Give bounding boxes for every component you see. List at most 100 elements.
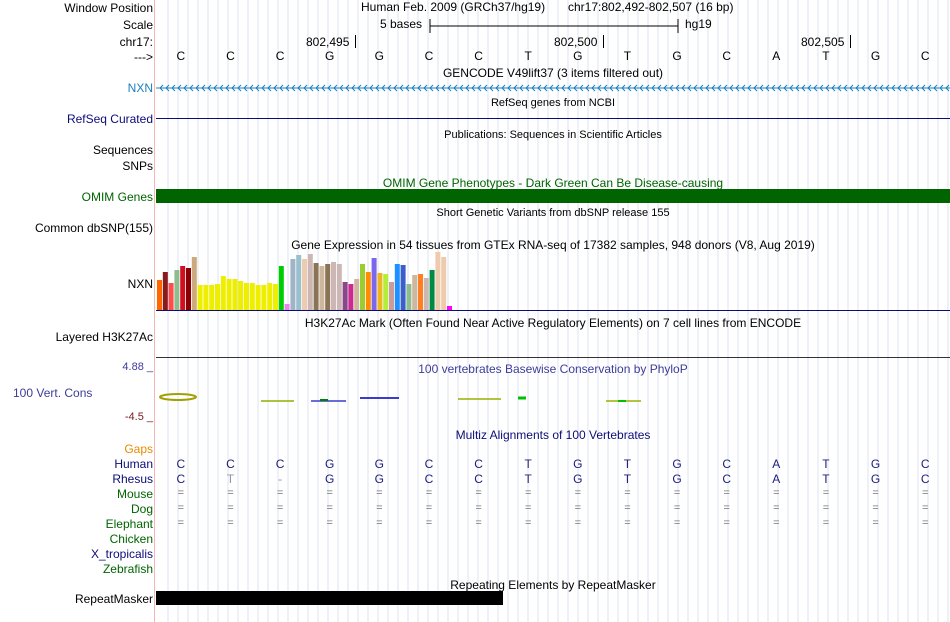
h3k27ac-track-title[interactable]: H3K27Ac Mark (Often Found Near Active Re…	[304, 316, 802, 330]
refseq-gene-line[interactable]	[156, 118, 950, 119]
strand-chevron	[333, 84, 338, 92]
strand-chevron	[357, 84, 362, 92]
gtex-tissue-bar	[191, 257, 197, 310]
dbsnp-track-title[interactable]: Short Genetic Variants from dbSNP releas…	[436, 207, 670, 219]
species-label[interactable]: Human	[114, 457, 153, 471]
strand-chevron	[177, 84, 182, 92]
gtex-tissue-bar	[157, 280, 162, 310]
strand-chevron	[303, 84, 308, 92]
strand-chevron	[363, 84, 368, 92]
strand-chevron	[423, 84, 428, 92]
omim-track-title[interactable]: OMIM Gene Phenotypes - Dark Green Can Be…	[382, 176, 724, 190]
publications-track-title[interactable]: Publications: Sequences in Scientific Ar…	[444, 129, 662, 141]
gtex-tissue-bar	[174, 270, 180, 310]
strand-chevron	[591, 84, 596, 92]
strand-chevron	[867, 84, 872, 92]
gtex-track-title[interactable]: Gene Expression in 54 tissues from GTEx …	[291, 238, 815, 252]
species-label[interactable]: Mouse	[116, 487, 153, 501]
repeatmasker-track-title[interactable]: Repeating Elements by RepeatMasker	[450, 578, 656, 592]
alignment-base: =	[624, 487, 631, 499]
strand-chevron	[819, 84, 824, 92]
gtex-tissue-bar	[441, 257, 447, 310]
alignment-base: G	[573, 472, 583, 486]
h3k27ac-track-label[interactable]: Layered H3K27Ac	[55, 330, 153, 344]
alignment-base: C	[722, 472, 732, 486]
gtex-tissue-bar	[162, 272, 168, 310]
position-text[interactable]: chr17:802,492-802,507 (16 bp)	[568, 0, 734, 14]
alignment-base: =	[425, 487, 433, 499]
strand-chevron	[939, 84, 944, 92]
alignment-base: =	[773, 502, 780, 514]
alignment-base: C	[275, 457, 285, 471]
strand-chevron	[765, 84, 770, 92]
multiz-track-title[interactable]: Multiz Alignments of 100 Vertebrates	[455, 428, 651, 442]
tick-label: 802,495	[306, 35, 350, 49]
gencode-track-label[interactable]: NXN	[127, 81, 153, 95]
label-column-divider	[154, 0, 155, 622]
gtex-expression-bars[interactable]	[156, 252, 950, 312]
strand-chevron	[795, 84, 800, 92]
strand-chevron	[675, 84, 680, 92]
tick-mark	[850, 35, 851, 48]
phylop-max-label: 4.88 _	[122, 361, 153, 373]
alignment-base: C	[226, 457, 235, 471]
repeatmasker-track-label[interactable]: RepeatMasker	[74, 592, 153, 606]
refseq-track-title[interactable]: RefSeq genes from NCBI	[490, 97, 616, 109]
strand-chevron	[843, 84, 848, 92]
phylop-conservation-graph[interactable]	[156, 388, 950, 408]
alignment-base: =	[822, 517, 830, 529]
strand-chevron	[897, 84, 902, 92]
species-label[interactable]: Zebrafish	[102, 562, 153, 576]
phylop-track-title[interactable]: 100 vertebrates Basewise Conservation by…	[418, 362, 688, 376]
alignment-base: T	[822, 457, 830, 471]
refseq-track-label[interactable]: RefSeq Curated	[66, 112, 153, 126]
strand-chevron	[927, 84, 932, 92]
gtex-tissue-bar	[336, 264, 342, 310]
alignment-base: C	[920, 457, 930, 471]
gencode-track-title[interactable]: GENCODE V49lift37 (3 items filtered out)	[442, 66, 664, 80]
assembly-text[interactable]: Human Feb. 2009 (GRCh37/hg19)	[361, 0, 546, 14]
strand-chevron	[555, 84, 560, 92]
gtex-tissue-bar	[348, 284, 354, 310]
alignment-base: =	[773, 487, 780, 499]
strand-chevron	[543, 84, 548, 92]
alignment-base: =	[524, 502, 532, 514]
base-letter: C	[722, 49, 732, 63]
snps-track-label[interactable]: SNPs	[122, 159, 153, 173]
alignment-base: =	[376, 517, 383, 529]
alignment-base: C	[474, 457, 483, 471]
base-letter: C	[275, 49, 285, 63]
gtex-tissue-bar	[389, 282, 394, 310]
omim-phenotype-feature[interactable]	[156, 189, 950, 203]
strand-chevron	[579, 84, 584, 92]
species-label[interactable]: Dog	[130, 502, 153, 516]
species-label[interactable]: X_tropicalis	[90, 547, 153, 561]
omim-track-label[interactable]: OMIM Genes	[81, 190, 153, 204]
nxn-gene-feature[interactable]	[156, 81, 950, 95]
sequences-track-label[interactable]: Sequences	[92, 143, 153, 157]
strand-chevron	[195, 84, 200, 92]
gtex-tissue-bar	[261, 285, 267, 310]
alignment-base: =	[524, 487, 532, 499]
alignment-base: T	[226, 472, 235, 486]
gtex-tissue-bar	[278, 266, 284, 310]
species-label[interactable]: Chicken	[109, 532, 153, 546]
alignment-base: =	[276, 487, 284, 499]
alignment-base: =	[475, 487, 482, 499]
species-label[interactable]: Rhesus	[112, 472, 153, 486]
repeat-element-feature[interactable]	[156, 591, 503, 605]
alignment-base: =	[872, 487, 879, 499]
alignment-base: =	[177, 502, 185, 514]
species-label[interactable]: Elephant	[105, 517, 153, 531]
gtex-tissue-bar	[290, 259, 296, 310]
alignment-base: T	[822, 472, 830, 486]
gtex-tissue-bar	[226, 279, 232, 310]
phylop-track-label[interactable]: 100 Vert. Cons	[13, 386, 93, 400]
gaps-label[interactable]: Gaps	[124, 442, 153, 456]
strand-chevron	[567, 84, 572, 92]
dbsnp-track-label[interactable]: Common dbSNP(155)	[34, 221, 153, 235]
gtex-track-label[interactable]: NXN	[127, 277, 153, 291]
alignment-base: =	[276, 517, 284, 529]
alignment-base: =	[921, 517, 929, 529]
strand-chevron	[573, 84, 578, 92]
